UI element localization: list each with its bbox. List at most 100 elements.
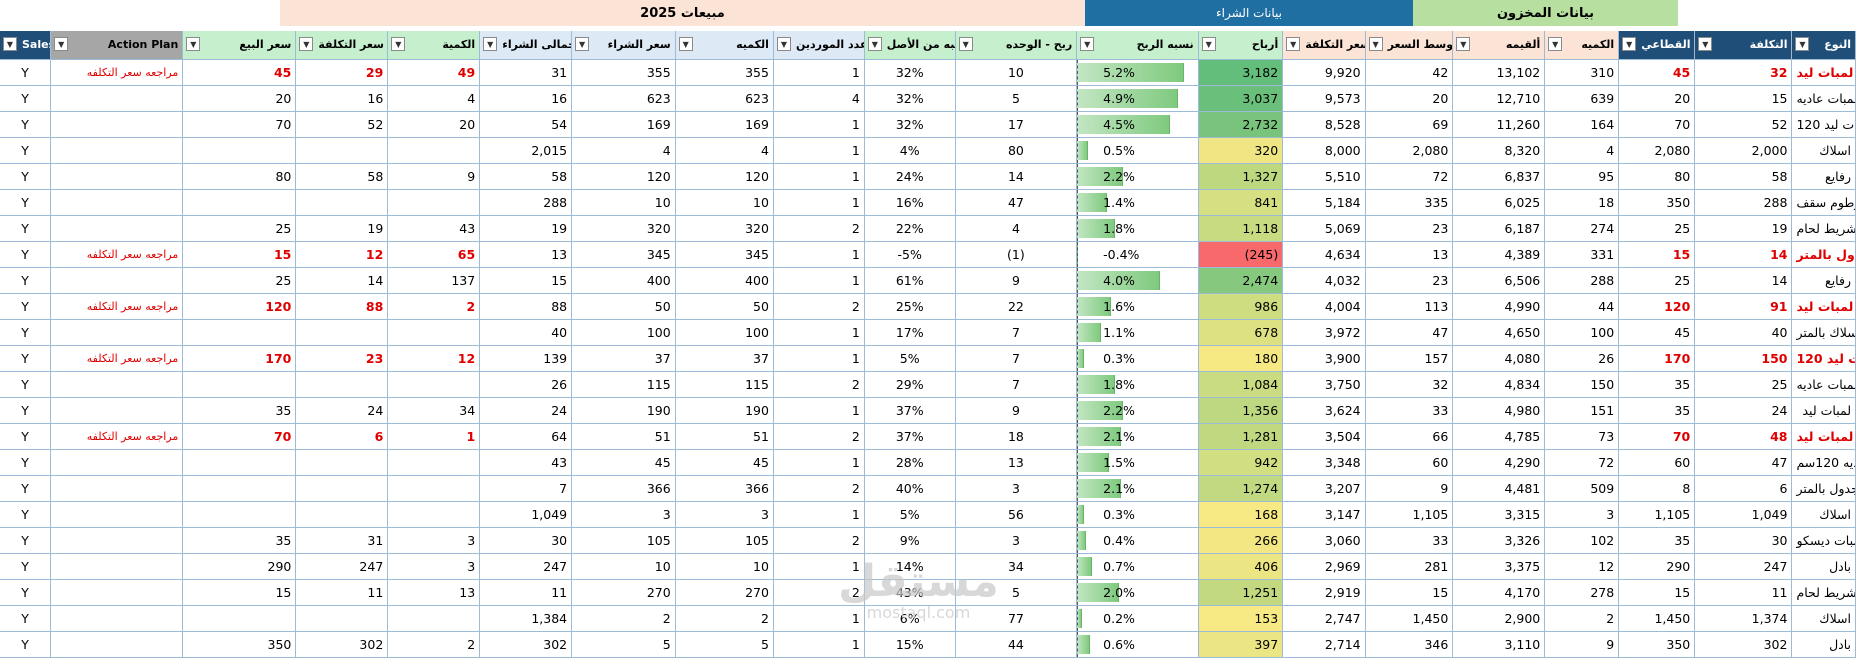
cell-s-price[interactable]: 35 (182, 397, 297, 424)
header-s-price[interactable]: ▼ سعر البيع (182, 31, 297, 60)
header-margin[interactable]: ▼ نسبه الربح (1076, 31, 1199, 60)
cell-s-cost[interactable]: 29 (295, 59, 389, 86)
cell-s-price[interactable]: 120 (182, 293, 297, 320)
cell-p-price[interactable]: 355 (571, 59, 676, 86)
cell-avg[interactable]: 15 (1365, 579, 1454, 606)
cell-suppliers[interactable]: 1 (773, 241, 865, 268)
cell-avg[interactable]: 72 (1365, 163, 1454, 190)
cell-value[interactable]: 2,900 (1452, 605, 1546, 632)
cell-s-cost[interactable]: 6 (295, 423, 389, 450)
cell-p-qty[interactable]: 105 (675, 527, 774, 554)
cell-profit[interactable]: 1,274 (1198, 475, 1284, 502)
cell-sales[interactable]: Y (0, 319, 52, 346)
cell-s-qty[interactable] (387, 319, 481, 346)
cell-qty[interactable]: 26 (1544, 345, 1620, 372)
cell-action[interactable]: مراجعه سعر التكلفه (50, 345, 184, 372)
cell-qty[interactable]: 9 (1544, 631, 1620, 658)
cell-profit[interactable]: 180 (1198, 345, 1284, 372)
cell-cost-sales[interactable]: 9,920 (1282, 59, 1366, 86)
cell-action[interactable] (50, 449, 184, 476)
cell-p-total[interactable]: 11 (479, 579, 573, 606)
cell-qty[interactable]: 164 (1544, 111, 1620, 138)
cell-suppliers[interactable]: 2 (773, 423, 865, 450)
cell-p-qty[interactable]: 45 (675, 449, 774, 476)
cell-sales[interactable]: Y (0, 189, 52, 216)
cell-avg[interactable]: 346 (1365, 631, 1454, 658)
cell-qty[interactable]: 12 (1544, 553, 1620, 580)
cell-avg[interactable]: 23 (1365, 267, 1454, 294)
cell-type[interactable]: رفايع (1791, 163, 1856, 190)
cell-margin[interactable]: 0.3% (1076, 501, 1199, 528)
header-s-cost[interactable]: ▼ سعر التكلفة (295, 31, 389, 60)
cell-asset-pct[interactable]: 61% (864, 267, 956, 294)
cell-s-qty[interactable]: 13 (387, 579, 481, 606)
cell-value[interactable]: 8,320 (1452, 137, 1546, 164)
cell-p-qty[interactable]: 100 (675, 319, 774, 346)
cell-s-cost[interactable] (295, 319, 389, 346)
cell-s-cost[interactable] (295, 501, 389, 528)
cell-s-cost[interactable]: 14 (295, 267, 389, 294)
cell-suppliers[interactable]: 2 (773, 371, 865, 398)
cell-cost[interactable]: 150 (1694, 345, 1793, 372)
cell-s-qty[interactable]: 1 (387, 423, 481, 450)
cell-retail[interactable]: 2,080 (1618, 137, 1696, 164)
cell-suppliers[interactable]: 1 (773, 553, 865, 580)
cell-unit-profit[interactable]: 9 (955, 397, 1078, 424)
cell-retail[interactable]: 70 (1618, 423, 1696, 450)
cell-cost[interactable]: 30 (1694, 527, 1793, 554)
cell-action[interactable] (50, 111, 184, 138)
cell-unit-profit[interactable]: 34 (955, 553, 1078, 580)
header-type[interactable]: ▼ النوع (1791, 31, 1856, 60)
cell-p-total[interactable]: 13 (479, 241, 573, 268)
cell-avg[interactable]: 32 (1365, 371, 1454, 398)
cell-s-qty[interactable] (387, 501, 481, 528)
cell-margin[interactable]: 0.5% (1076, 137, 1199, 164)
cell-s-price[interactable]: 20 (182, 85, 297, 112)
cell-s-qty[interactable]: 2 (387, 631, 481, 658)
filter-dropdown-icon[interactable]: ▼ (575, 37, 590, 51)
cell-action[interactable] (50, 319, 184, 346)
cell-profit[interactable]: 1,281 (1198, 423, 1284, 450)
cell-margin[interactable]: 5.2% (1076, 59, 1199, 86)
cell-sales[interactable]: Y (0, 449, 52, 476)
cell-p-qty[interactable]: 10 (675, 189, 774, 216)
cell-retail[interactable]: 350 (1618, 189, 1696, 216)
cell-s-qty[interactable] (387, 137, 481, 164)
cell-s-cost[interactable]: 23 (295, 345, 389, 372)
cell-qty[interactable]: 288 (1544, 267, 1620, 294)
cell-s-price[interactable]: 35 (182, 527, 297, 554)
cell-margin[interactable]: 0.7% (1076, 553, 1199, 580)
cell-qty[interactable]: 2 (1544, 605, 1620, 632)
cell-p-price[interactable]: 51 (571, 423, 676, 450)
cell-profit[interactable]: 1,251 (1198, 579, 1284, 606)
cell-p-total[interactable]: 54 (479, 111, 573, 138)
cell-p-price[interactable]: 10 (571, 189, 676, 216)
cell-qty[interactable]: 44 (1544, 293, 1620, 320)
cell-profit[interactable]: 841 (1198, 189, 1284, 216)
cell-p-price[interactable]: 37 (571, 345, 676, 372)
cell-type[interactable]: لمبات ليد (1791, 397, 1856, 424)
cell-cost-sales[interactable]: 2,747 (1282, 605, 1366, 632)
cell-suppliers[interactable]: 1 (773, 501, 865, 528)
cell-p-qty[interactable]: 115 (675, 371, 774, 398)
cell-margin[interactable]: 4.0% (1076, 267, 1199, 294)
filter-dropdown-icon[interactable]: ▼ (1286, 37, 1301, 51)
cell-p-total[interactable]: 7 (479, 475, 573, 502)
cell-unit-profit[interactable]: 10 (955, 59, 1078, 86)
cell-p-qty[interactable]: 37 (675, 345, 774, 372)
cell-unit-profit[interactable]: 7 (955, 345, 1078, 372)
cell-s-qty[interactable] (387, 449, 481, 476)
cell-p-price[interactable]: 270 (571, 579, 676, 606)
cell-retail[interactable]: 290 (1618, 553, 1696, 580)
cell-unit-profit[interactable]: 47 (955, 189, 1078, 216)
cell-cost-sales[interactable]: 3,972 (1282, 319, 1366, 346)
cell-qty[interactable]: 274 (1544, 215, 1620, 242)
header-p-qty[interactable]: ▼ الكميه (675, 31, 774, 60)
cell-s-price[interactable]: 45 (182, 59, 297, 86)
cell-s-price[interactable]: 80 (182, 163, 297, 190)
cell-s-price[interactable]: 170 (182, 345, 297, 372)
filter-dropdown-icon[interactable]: ▼ (1795, 37, 1810, 51)
cell-asset-pct[interactable]: 40% (864, 475, 956, 502)
cell-cost-sales[interactable]: 2,969 (1282, 553, 1366, 580)
cell-p-total[interactable]: 64 (479, 423, 573, 450)
